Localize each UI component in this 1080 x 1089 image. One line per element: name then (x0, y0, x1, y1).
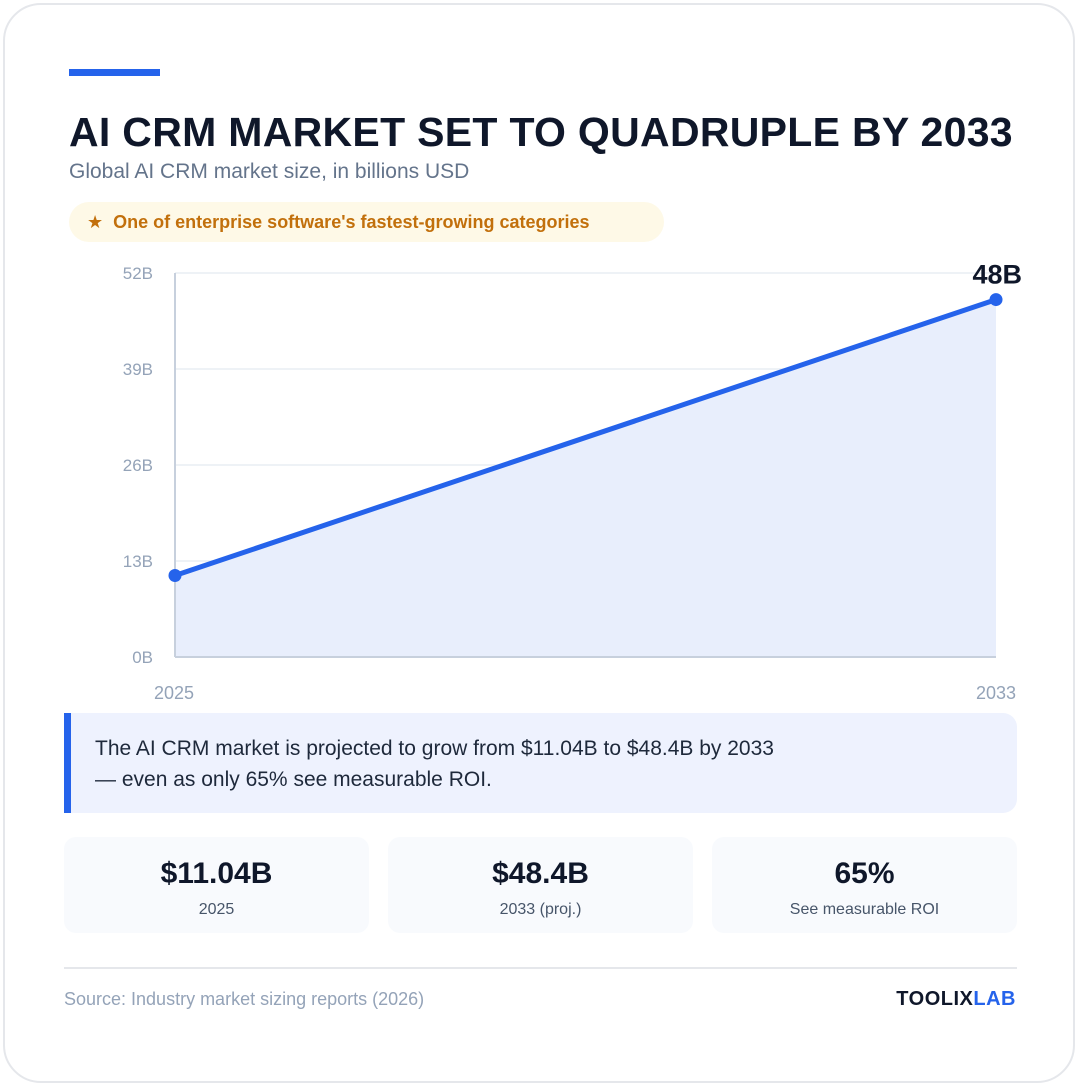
star-icon: ★ (87, 212, 104, 232)
data-point (168, 568, 182, 582)
y-tick-label: 0B (132, 648, 153, 667)
stat-label: See measurable ROI (789, 901, 940, 918)
y-tick-label: 39B (123, 360, 153, 379)
y-tick-label: 13B (123, 552, 153, 571)
brand-logo: TOOLIXLAB (896, 988, 1016, 1011)
market-size-chart: 0B 13B 26B 39B 52B 48B 2025 2033 (123, 260, 1022, 703)
footer-divider (64, 967, 1017, 969)
series-line (172, 297, 999, 578)
stat-card-2025: $11.04B 2025 (64, 837, 369, 933)
stat-card-2033: $48.4B 2033 (proj.) (388, 837, 693, 933)
y-tick-label: 52B (123, 264, 153, 283)
data-point (989, 293, 1003, 307)
stat-value: $48.4B (492, 857, 589, 890)
end-value-label: 48B (972, 260, 1022, 290)
x-tick-label: 2033 (976, 683, 1016, 703)
badge-text: One of enterprise software's fastest-gro… (113, 211, 590, 232)
page-title: AI CRM MARKET SET TO QUADRUPLE BY 2033 (69, 109, 1013, 155)
stat-value: $11.04B (160, 857, 273, 890)
stat-value: 65% (834, 857, 895, 890)
brand-part-2: LAB (973, 988, 1016, 1010)
accent-bar (69, 69, 160, 76)
y-tick-label: 26B (123, 456, 153, 475)
series-area (175, 299, 996, 657)
callout-box: The AI CRM market is projected to grow f… (64, 713, 1017, 813)
highlight-badge: ★ One of enterprise software's fastest-g… (69, 202, 664, 242)
x-tick-label: 2025 (154, 683, 194, 703)
source-note: Source: Industry market sizing reports (… (64, 989, 425, 1009)
stat-label: 2025 (198, 901, 235, 918)
callout-text: The AI CRM market is projected to grow f… (95, 737, 774, 791)
stat-card-roi: 65% See measurable ROI (712, 837, 1017, 933)
brand-part-1: TOOLIX (896, 988, 974, 1010)
stat-label: 2033 (proj.) (499, 901, 582, 918)
page-subtitle: Global AI CRM market size, in billions U… (69, 160, 470, 183)
